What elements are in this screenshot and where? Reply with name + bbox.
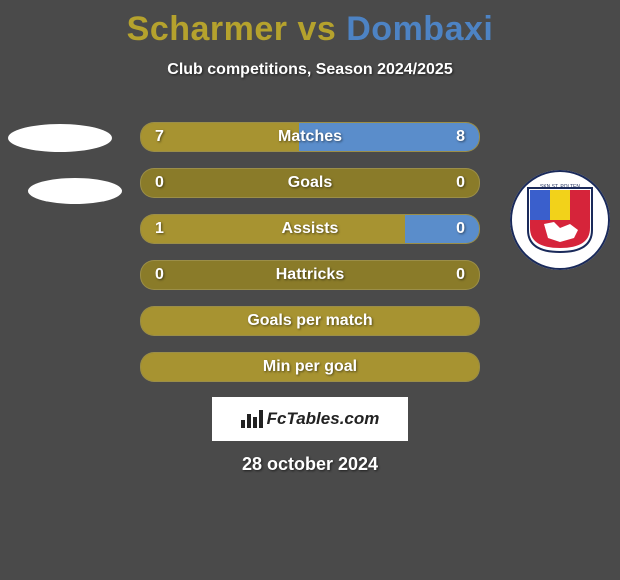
stat-value-left: 0: [155, 266, 164, 284]
stat-row: 7 8 Matches: [140, 122, 480, 152]
title-right: Dombaxi: [346, 10, 493, 48]
page-title: Scharmer vs Dombaxi: [0, 0, 620, 49]
title-left: Scharmer: [127, 10, 288, 48]
stat-row: Min per goal: [140, 352, 480, 382]
date-label: 28 october 2024: [242, 454, 378, 475]
badge-text: SKN ST. PÖLTEN: [540, 184, 580, 190]
bar-right: [405, 215, 479, 243]
stat-value-right: 0: [456, 220, 465, 238]
fctables-brand[interactable]: FcTables.com: [212, 397, 408, 441]
left-player-badge: [10, 100, 110, 200]
stripe-1: [530, 190, 550, 220]
stat-label: Hattricks: [276, 266, 344, 284]
stripe-2: [550, 190, 570, 220]
stat-label: Assists: [282, 220, 339, 238]
stat-value-right: 0: [456, 266, 465, 284]
right-club-badge: SKN ST. PÖLTEN: [510, 170, 610, 270]
stat-value-left: 7: [155, 128, 164, 146]
stat-value-left: 1: [155, 220, 164, 238]
ellipse-shape: [28, 178, 122, 204]
bar-chart-icon: [241, 410, 263, 428]
stat-row: 0 0 Hattricks: [140, 260, 480, 290]
stat-row: 0 0 Goals: [140, 168, 480, 198]
club-shield-icon: SKN ST. PÖLTEN: [524, 184, 596, 256]
ellipse-shape: [8, 124, 112, 152]
stat-label: Goals: [288, 174, 332, 192]
title-vs: vs: [288, 10, 347, 48]
stat-row: Goals per match: [140, 306, 480, 336]
stat-value-right: 0: [456, 174, 465, 192]
stats-panel: 7 8 Matches 0 0 Goals 1 0 Assists 0 0 Hattricks Goal…: [140, 122, 480, 398]
subtitle: Club competitions, Season 2024/2025: [0, 61, 620, 79]
stat-label: Goals per match: [247, 312, 372, 330]
club-badge-circle: SKN ST. PÖLTEN: [510, 170, 610, 270]
stat-label: Min per goal: [263, 358, 357, 376]
bar-left: [141, 215, 405, 243]
stat-value-right: 8: [456, 128, 465, 146]
stripe-3: [570, 190, 590, 220]
brand-text: FcTables.com: [267, 409, 380, 429]
stat-value-left: 0: [155, 174, 164, 192]
stat-label: Matches: [278, 128, 342, 146]
stat-row: 1 0 Assists: [140, 214, 480, 244]
bar-left: [141, 123, 299, 151]
